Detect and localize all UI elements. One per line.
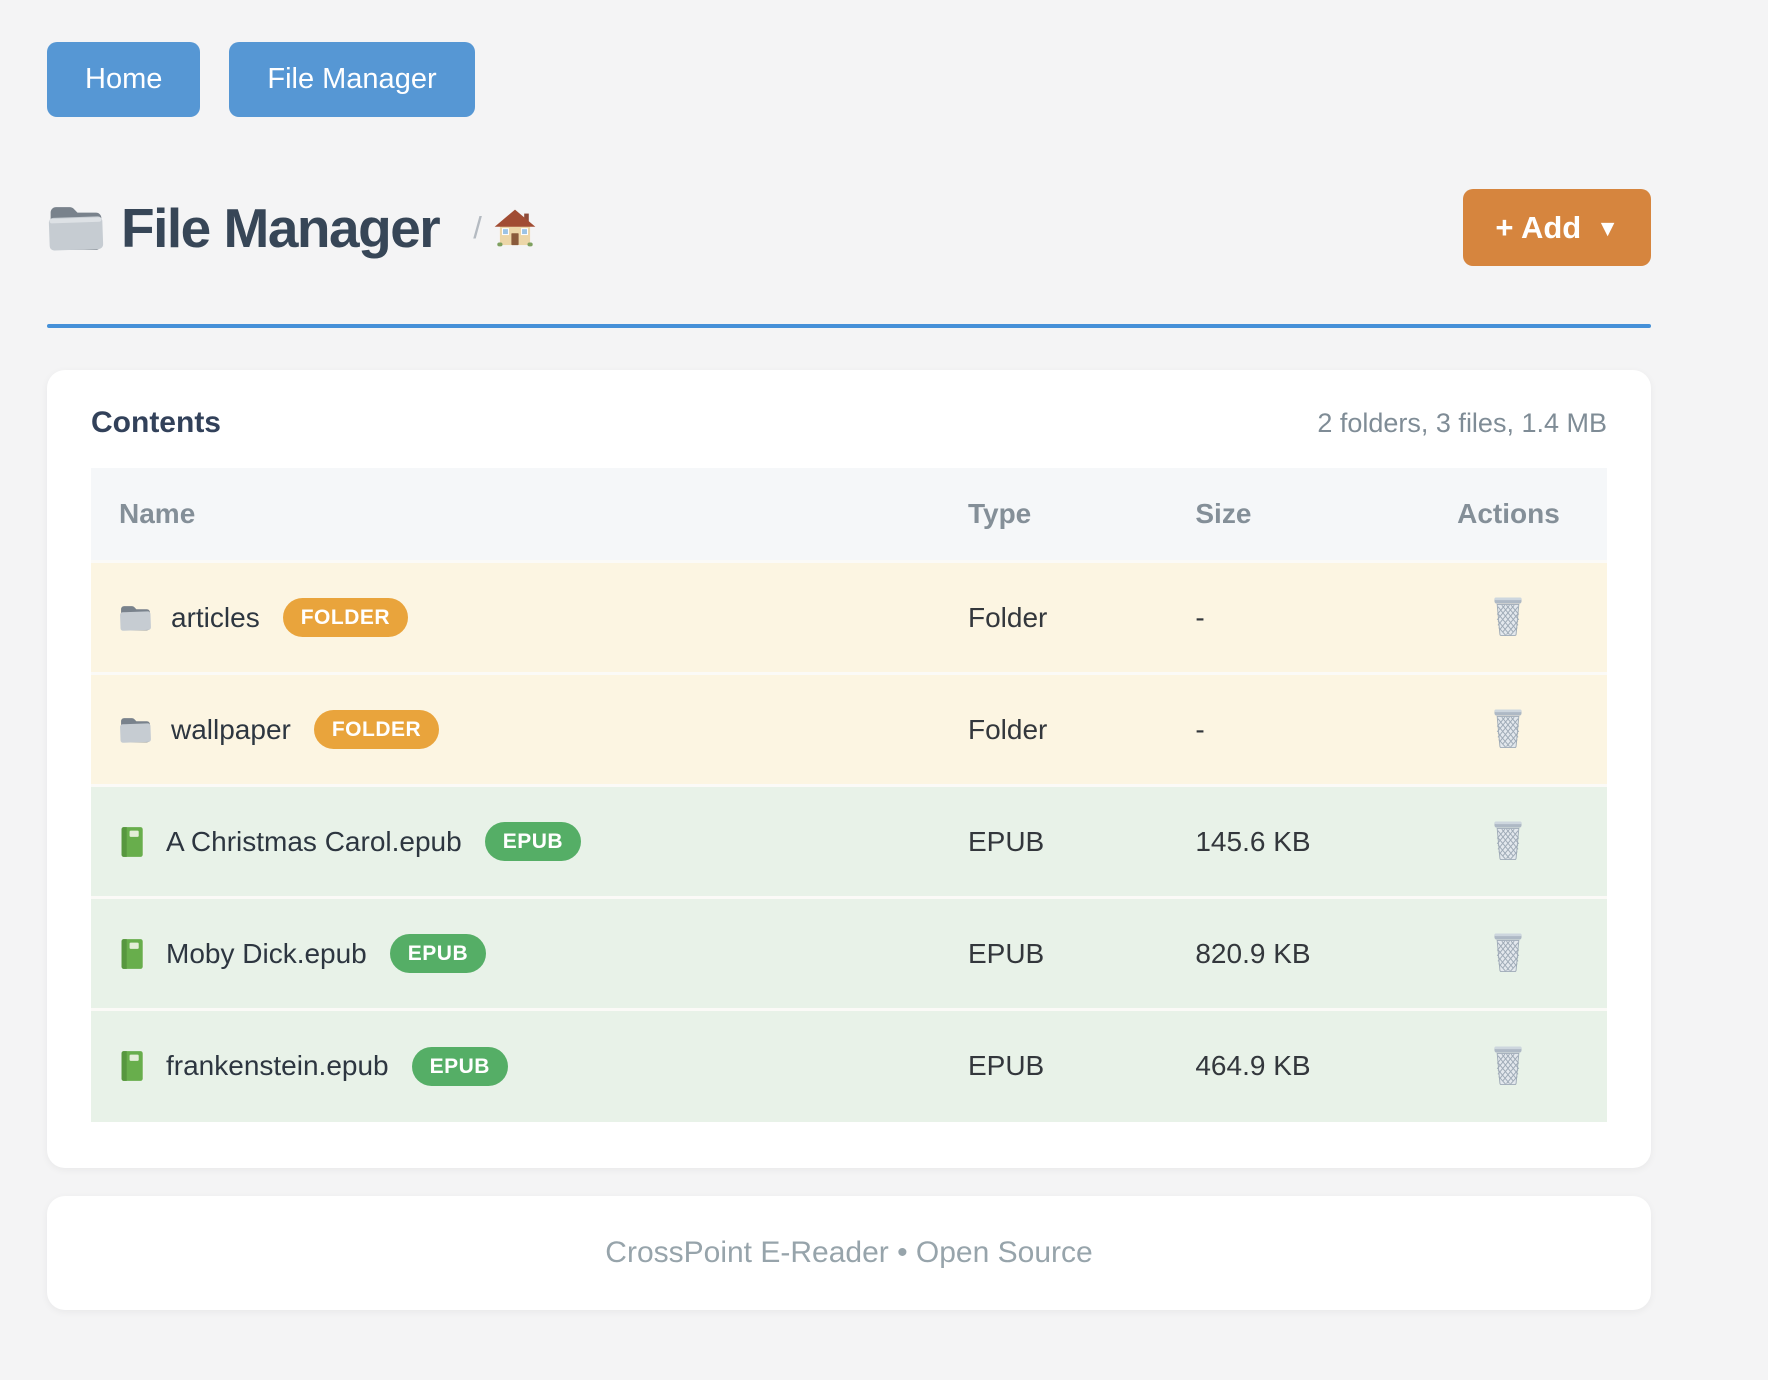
- footer-text: CrossPoint E-Reader • Open Source: [605, 1235, 1093, 1269]
- contents-card-header: Contents 2 folders, 3 files, 1.4 MB: [91, 406, 1607, 440]
- cell-size: -: [1167, 672, 1410, 786]
- type-badge: EPUB: [411, 1046, 508, 1086]
- delete-button[interactable]: [1487, 815, 1529, 865]
- delete-button[interactable]: [1487, 591, 1529, 641]
- table-header-row: Name Type Size Actions: [91, 468, 1607, 562]
- page-title: File Manager: [121, 196, 441, 259]
- add-button[interactable]: + Add ▼: [1463, 189, 1651, 266]
- contents-card: Contents 2 folders, 3 files, 1.4 MB Name…: [47, 370, 1651, 1168]
- trash-icon: [1494, 709, 1522, 749]
- type-badge: EPUB: [484, 822, 582, 861]
- column-header-size: Size: [1167, 468, 1410, 562]
- cell-size: 464.9 KB: [1167, 1008, 1410, 1122]
- book-icon: [121, 938, 145, 969]
- type-badge: FOLDER: [282, 598, 409, 637]
- trash-icon: [1494, 933, 1522, 973]
- page-header: File Manager / + Add ▼: [47, 189, 1651, 266]
- table-row: A Christmas Carol.epub EPUB EPUB 145.6 K…: [91, 784, 1607, 898]
- files-table: Name Type Size Actions articles: [91, 468, 1607, 1122]
- column-header-name: Name: [91, 468, 940, 562]
- file-name-link[interactable]: Moby Dick.epub: [166, 937, 367, 969]
- page: Home File Manager File Manager /: [47, 0, 1651, 1310]
- table-row: wallpaper FOLDER Folder -: [91, 672, 1607, 786]
- title-divider: [47, 324, 1651, 328]
- column-header-actions: Actions: [1409, 468, 1607, 562]
- delete-button[interactable]: [1487, 703, 1529, 753]
- cell-size: 145.6 KB: [1167, 784, 1410, 898]
- nav-file-manager-button[interactable]: File Manager: [229, 42, 475, 117]
- file-name-link[interactable]: articles: [171, 601, 260, 633]
- table-row: Moby Dick.epub EPUB EPUB 820.9 KB: [91, 896, 1607, 1010]
- book-icon: [121, 826, 145, 857]
- folder-icon: [48, 206, 104, 251]
- delete-button[interactable]: [1487, 927, 1529, 977]
- house-icon: [494, 209, 536, 246]
- cell-type: EPUB: [939, 784, 1168, 898]
- type-badge: FOLDER: [313, 710, 440, 749]
- cell-type: EPUB: [939, 1008, 1168, 1122]
- book-icon: [121, 1051, 145, 1082]
- folder-icon: [120, 717, 151, 743]
- cell-type: Folder: [939, 560, 1168, 674]
- cell-type: EPUB: [939, 896, 1168, 1010]
- table-row: frankenstein.epub EPUB EPUB 464.9 KB: [91, 1008, 1607, 1122]
- footer-card: CrossPoint E-Reader • Open Source: [47, 1195, 1651, 1310]
- column-header-type: Type: [939, 468, 1168, 562]
- trash-icon: [1494, 821, 1522, 861]
- title-group: File Manager /: [47, 196, 536, 260]
- contents-title: Contents: [91, 406, 221, 439]
- folder-icon: [120, 605, 151, 631]
- file-name-link[interactable]: frankenstein.epub: [166, 1050, 389, 1082]
- contents-summary: 2 folders, 3 files, 1.4 MB: [1317, 407, 1607, 438]
- file-name-link[interactable]: wallpaper: [171, 713, 291, 745]
- caret-down-icon: ▼: [1596, 215, 1619, 241]
- trash-icon: [1494, 1046, 1522, 1085]
- add-button-label: + Add: [1495, 210, 1582, 245]
- cell-size: 820.9 KB: [1167, 896, 1410, 1010]
- delete-button[interactable]: [1487, 1040, 1529, 1090]
- table-row: articles FOLDER Folder -: [91, 560, 1607, 674]
- trash-icon: [1494, 597, 1522, 637]
- cell-size: -: [1167, 560, 1410, 674]
- nav-row: Home File Manager: [47, 42, 1651, 117]
- breadcrumb-home-link[interactable]: [494, 208, 536, 248]
- cell-type: Folder: [939, 672, 1168, 786]
- nav-home-button[interactable]: Home: [47, 42, 201, 117]
- file-name-link[interactable]: A Christmas Carol.epub: [166, 825, 462, 857]
- breadcrumb-separator: /: [473, 209, 482, 245]
- type-badge: EPUB: [389, 934, 487, 973]
